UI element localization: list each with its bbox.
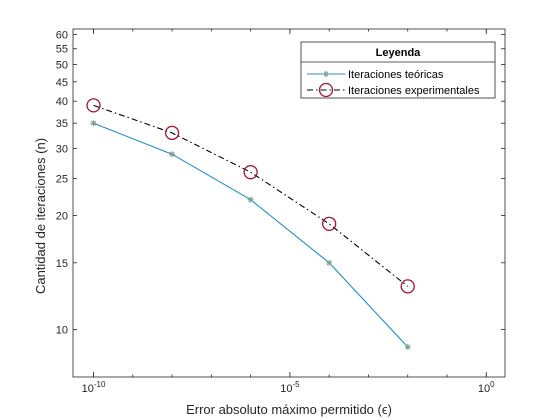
y-tick-label: 20 [56, 210, 68, 222]
asterisk-stroke [90, 120, 97, 126]
y-tick-label: 10 [56, 325, 68, 337]
x-tick-label: 100 [478, 380, 495, 395]
y-tick-label: 60 [56, 29, 68, 41]
legend-box [300, 41, 496, 99]
x-tick-label: 10-5 [280, 380, 300, 395]
data-point-marker [169, 151, 176, 158]
series-1 [90, 120, 411, 350]
asterisk-stroke [326, 260, 332, 266]
x-axis-ticks: 10-10 10-5 100 [82, 29, 495, 395]
data-point-marker [404, 343, 411, 350]
plot-area [86, 98, 415, 350]
data-point-marker [247, 196, 254, 203]
legend-title: Leyenda [376, 47, 422, 59]
y-tick-label: 55 [56, 44, 68, 56]
legend-marker [323, 71, 329, 77]
y-tick-label: 45 [56, 77, 68, 89]
y-axis-label: Cantidad de iteraciones (n) [33, 138, 48, 294]
y-tick-label: 30 [56, 144, 68, 156]
data-point-marker [90, 120, 97, 127]
y-tick-label: 25 [56, 174, 68, 186]
legend-label: Iteraciones teóricas [348, 69, 444, 81]
y-tick-label: 40 [56, 96, 68, 108]
legend-entry-1: Iteraciones teóricas [307, 69, 444, 81]
series-2 [86, 98, 415, 294]
asterisk-stroke [323, 71, 329, 77]
data-point-marker [86, 98, 101, 113]
data-point-marker [243, 165, 258, 180]
asterisk-stroke [248, 197, 254, 203]
legend-marker [318, 82, 334, 98]
x-axis-label: Error absoluto máximo permitido (ϵ) [186, 402, 392, 417]
y-tick-label: 50 [56, 59, 68, 71]
data-point-marker [164, 125, 180, 141]
y-tick-label: 35 [56, 118, 68, 130]
asterisk-stroke [405, 344, 411, 350]
y-tick-label: 15 [56, 258, 68, 270]
series-2-line [93, 104, 409, 287]
legend-label: Iteraciones experimentales [348, 85, 480, 97]
legend-entry-2: Iteraciones experimentales [307, 82, 480, 98]
asterisk-stroke [169, 151, 175, 157]
data-point-marker [326, 259, 333, 266]
data-point-marker [400, 279, 415, 294]
x-tick-label: 10-10 [82, 380, 106, 395]
legend: Leyenda Iteraciones teóricasIteraciones … [300, 41, 496, 99]
legend-entries: Iteraciones teóricas Iteraciones experime… [307, 69, 480, 98]
data-point-marker [322, 216, 337, 232]
y-axis-ticks: 10 15 20 25 30 35 40 45 50 55 60 [56, 29, 505, 337]
